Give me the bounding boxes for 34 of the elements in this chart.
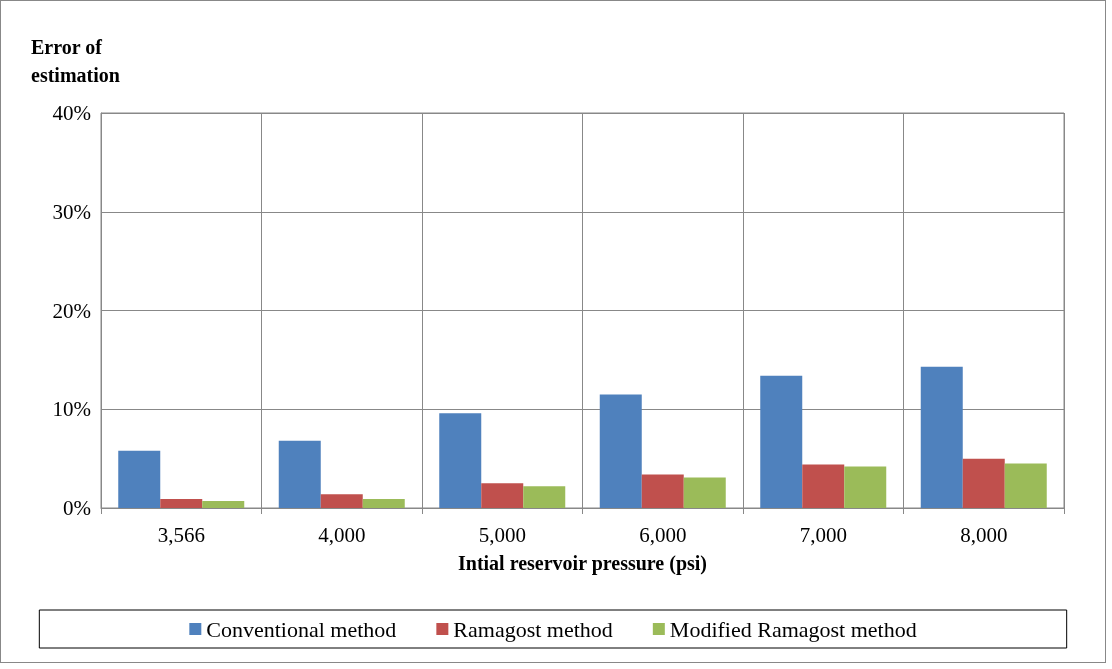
bar	[802, 464, 845, 508]
bar	[523, 486, 566, 508]
bar	[278, 440, 321, 508]
bar	[599, 394, 642, 508]
bar	[683, 477, 726, 508]
legend-label: Modified Ramagost method	[669, 616, 917, 642]
bar	[118, 450, 161, 508]
x-tick-label: 4,000	[318, 522, 366, 547]
x-tick-label: 6,000	[639, 522, 687, 547]
x-axis-title: Intial reservoir pressure (psi)	[457, 552, 708, 575]
bar	[1004, 463, 1047, 508]
bar	[160, 499, 203, 508]
bar	[320, 494, 363, 508]
bar	[844, 466, 887, 508]
x-tick-label: 7,000	[799, 522, 847, 547]
bar	[202, 501, 245, 508]
x-tick-label: 5,000	[478, 522, 526, 547]
y-tick-label: 10%	[52, 397, 91, 422]
y-axis-title: Error of estimation	[31, 36, 120, 86]
x-tick-label: 3,566	[157, 522, 205, 547]
bar	[362, 499, 405, 508]
y-tick-label: 20%	[52, 298, 91, 323]
bar	[760, 375, 803, 508]
bar	[641, 474, 684, 508]
bar	[962, 458, 1005, 508]
bar	[481, 483, 524, 508]
legend-label: Ramagost method	[453, 616, 613, 642]
y-tick-label: 30%	[52, 199, 91, 224]
x-tick-label: 8,000	[960, 522, 1008, 547]
y-tick-label: 40%	[52, 101, 91, 125]
y-tick-label: 0%	[63, 496, 91, 520]
bar	[920, 366, 963, 508]
legend-label: Conventional method	[206, 616, 397, 642]
bar	[439, 413, 482, 508]
